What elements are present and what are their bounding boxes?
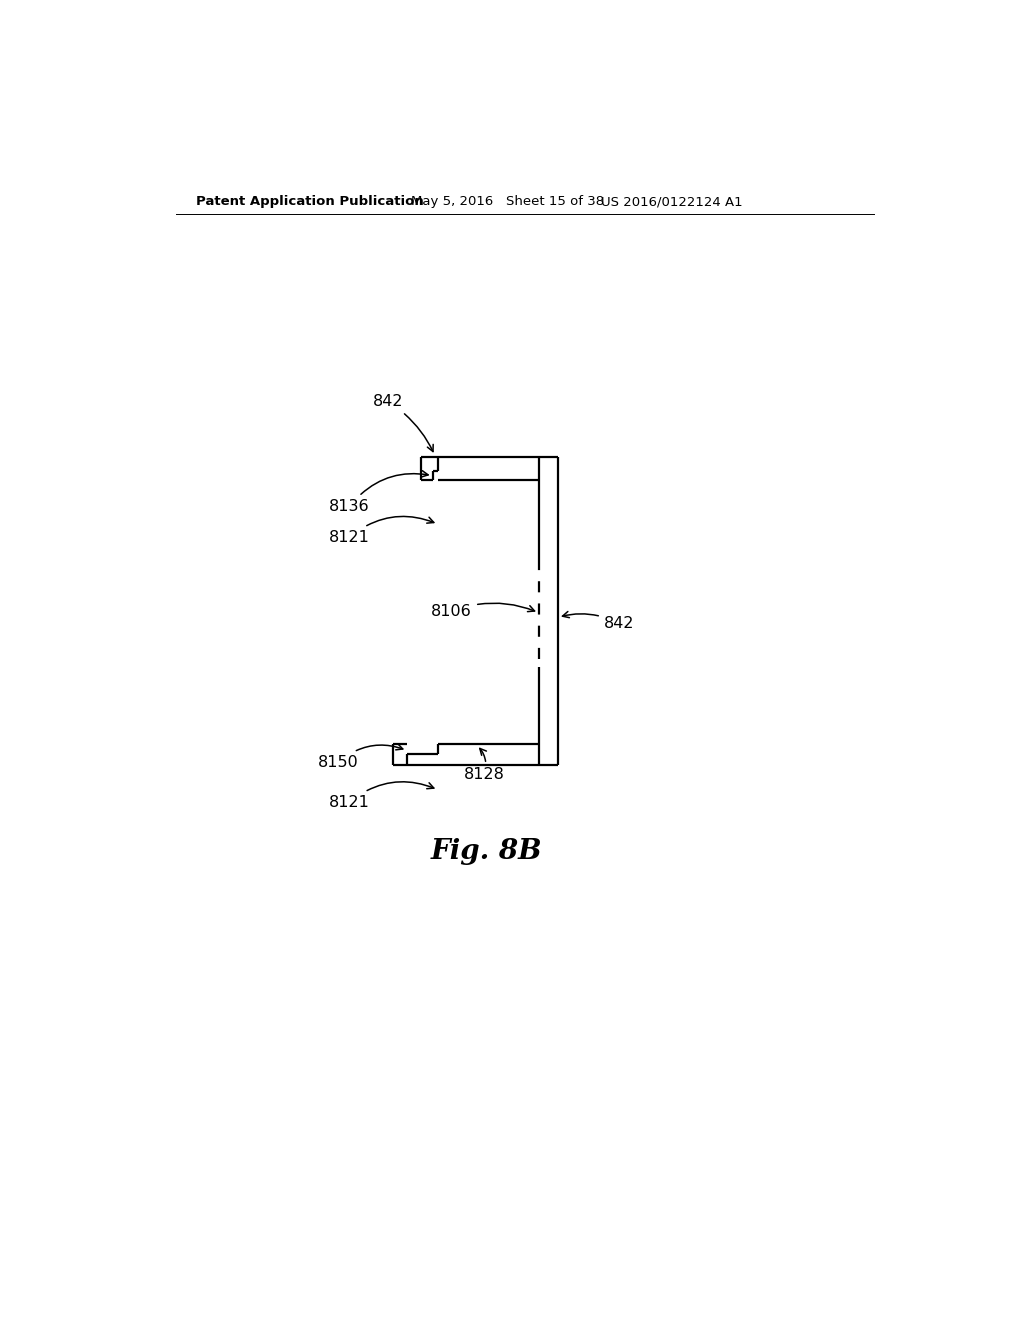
- Text: 8121: 8121: [329, 516, 434, 545]
- Text: 8128: 8128: [464, 748, 505, 781]
- Text: 8150: 8150: [318, 744, 402, 770]
- Text: 8106: 8106: [431, 603, 535, 619]
- Text: May 5, 2016   Sheet 15 of 38: May 5, 2016 Sheet 15 of 38: [411, 195, 604, 209]
- Text: 8121: 8121: [329, 781, 434, 809]
- Text: 8136: 8136: [329, 471, 428, 513]
- Text: Patent Application Publication: Patent Application Publication: [197, 195, 424, 209]
- Text: 842: 842: [373, 395, 433, 451]
- Text: Fig. 8B: Fig. 8B: [430, 838, 542, 865]
- Text: 842: 842: [562, 611, 634, 631]
- Text: US 2016/0122124 A1: US 2016/0122124 A1: [601, 195, 742, 209]
